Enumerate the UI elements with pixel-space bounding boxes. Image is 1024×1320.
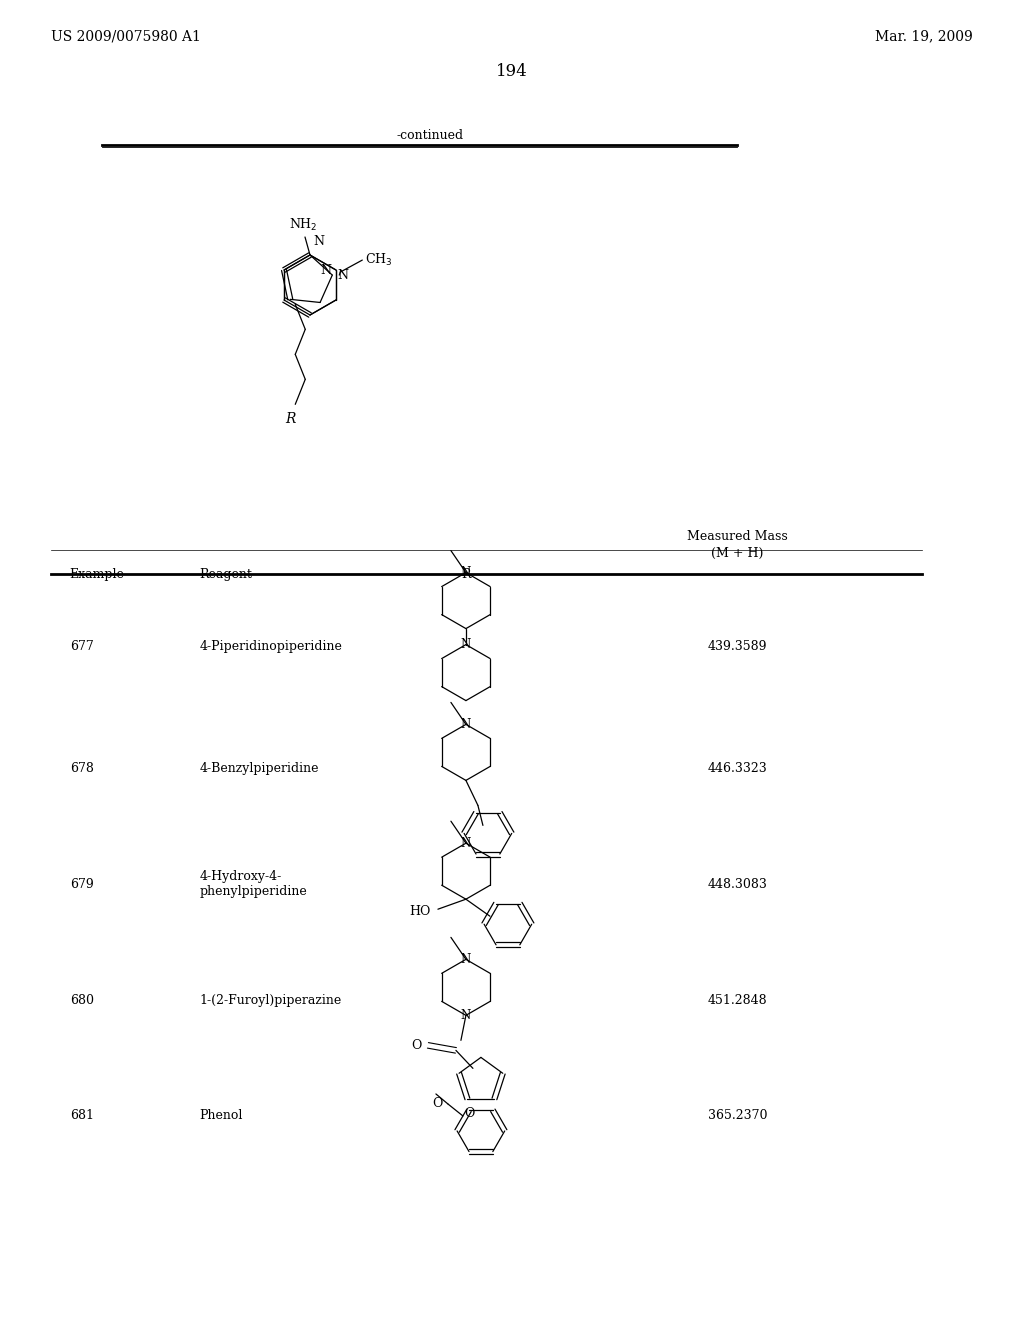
Text: N: N	[461, 638, 471, 651]
Text: HO: HO	[410, 904, 431, 917]
Text: 446.3323: 446.3323	[708, 762, 767, 775]
Text: CH$_3$: CH$_3$	[366, 252, 393, 268]
Text: N: N	[461, 1008, 471, 1022]
Text: US 2009/0075980 A1: US 2009/0075980 A1	[51, 29, 201, 44]
Text: (M + H): (M + H)	[711, 546, 764, 560]
Text: R: R	[461, 568, 471, 581]
Text: N: N	[313, 235, 324, 248]
Text: 451.2848: 451.2848	[708, 994, 767, 1007]
Text: 4-Piperidinopiperidine: 4-Piperidinopiperidine	[200, 640, 343, 653]
Text: 448.3083: 448.3083	[708, 878, 767, 891]
Text: -continued: -continued	[396, 129, 464, 143]
Text: NH$_2$: NH$_2$	[289, 216, 317, 234]
Text: Measured Mass: Measured Mass	[687, 529, 787, 543]
Text: 4-Benzylpiperidine: 4-Benzylpiperidine	[200, 762, 319, 775]
Text: N: N	[461, 566, 471, 579]
Text: 679: 679	[70, 878, 93, 891]
Text: O: O	[412, 1039, 422, 1052]
Text: N: N	[319, 264, 331, 276]
Text: 1-(2-Furoyl)piperazine: 1-(2-Furoyl)piperazine	[200, 994, 342, 1007]
Text: Phenol: Phenol	[200, 1109, 243, 1122]
Text: Mar. 19, 2009: Mar. 19, 2009	[876, 29, 973, 44]
Text: N: N	[461, 718, 471, 731]
Text: O: O	[464, 1107, 474, 1119]
Text: 365.2370: 365.2370	[708, 1109, 767, 1122]
Text: Example: Example	[70, 568, 125, 581]
Text: N: N	[461, 953, 471, 966]
Text: R: R	[285, 412, 296, 426]
Text: N: N	[461, 837, 471, 850]
Text: N: N	[337, 268, 348, 281]
Text: 681: 681	[70, 1109, 93, 1122]
Text: 439.3589: 439.3589	[708, 640, 767, 653]
Text: 680: 680	[70, 994, 93, 1007]
Text: 194: 194	[496, 63, 528, 81]
Text: O: O	[432, 1097, 443, 1110]
Text: Reagent: Reagent	[200, 568, 253, 581]
Text: 678: 678	[70, 762, 93, 775]
Text: 4-Hydroxy-4-
phenylpiperidine: 4-Hydroxy-4- phenylpiperidine	[200, 870, 307, 899]
Text: 677: 677	[70, 640, 93, 653]
